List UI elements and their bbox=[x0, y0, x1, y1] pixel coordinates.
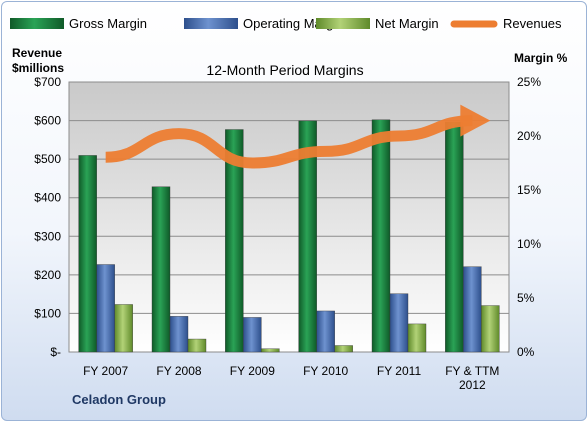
left-axis-title-line1: Revenue bbox=[12, 46, 62, 60]
legend-label-net-margin: Net Margin bbox=[375, 16, 439, 31]
bar-operating-margin bbox=[463, 266, 482, 353]
bar-gross-margin bbox=[151, 186, 171, 353]
left-axis-title-line2: $millions bbox=[12, 61, 64, 75]
revenue-line-path bbox=[105, 115, 473, 169]
bar-net-margin bbox=[481, 305, 500, 353]
bar-operating-margin bbox=[316, 310, 335, 353]
chart-title: 12-Month Period Margins bbox=[206, 62, 363, 78]
bar-gross-margin bbox=[371, 119, 391, 353]
category-label: 2012 bbox=[459, 378, 486, 392]
left-axis-ticks: $- $100 $200 $300 $400 $500 $600 $700 bbox=[34, 75, 61, 359]
category-label: FY & TTM bbox=[445, 364, 499, 378]
category-label: FY 2008 bbox=[156, 364, 201, 378]
category-labels: FY 2007 FY 2008 FY 2009 FY 2010 FY 2011 FY & … bbox=[83, 364, 499, 392]
left-tick-label: $500 bbox=[34, 152, 61, 166]
legend-swatch-operating-margin bbox=[184, 18, 238, 29]
left-tick-label: $700 bbox=[34, 75, 61, 89]
right-tick-label: 10% bbox=[517, 237, 541, 251]
legend-swatch-gross-margin bbox=[10, 18, 64, 29]
category-label: FY 2011 bbox=[377, 364, 422, 378]
right-tick-label: 15% bbox=[517, 183, 541, 197]
category-label: FY 2009 bbox=[230, 364, 275, 378]
left-tick-label: $100 bbox=[34, 306, 61, 320]
bar-operating-margin bbox=[169, 316, 189, 353]
bar-net-margin bbox=[114, 304, 133, 353]
left-tick-label: $600 bbox=[34, 114, 61, 128]
bar-gross-margin bbox=[445, 121, 464, 353]
bar-operating-margin bbox=[96, 264, 115, 353]
revenue-arrowhead bbox=[460, 104, 491, 137]
bar-net-margin bbox=[334, 345, 353, 353]
legend-label-revenues: Revenues bbox=[503, 16, 562, 31]
bar-net-margin bbox=[407, 323, 427, 353]
left-tick-label: $400 bbox=[34, 191, 61, 205]
legend: Gross Margin Operating Margin Net Margin… bbox=[10, 16, 562, 31]
right-tick-label: 5% bbox=[517, 291, 535, 305]
gridlines bbox=[69, 120, 509, 314]
right-tick-label: 20% bbox=[517, 129, 541, 143]
right-axis-title: Margin % bbox=[514, 51, 568, 65]
bars bbox=[78, 119, 500, 353]
legend-swatch-net-margin bbox=[316, 18, 370, 29]
bar-net-margin bbox=[187, 338, 207, 353]
bar-net-margin bbox=[261, 348, 280, 353]
category-label: FY 2010 bbox=[303, 364, 348, 378]
left-tick-label: $300 bbox=[34, 229, 61, 243]
legend-label-gross-margin: Gross Margin bbox=[69, 16, 147, 31]
right-axis-ticks: 0% 5% 10% 15% 20% 25% bbox=[517, 75, 541, 359]
bar-gross-margin bbox=[78, 155, 97, 353]
bar-gross-margin bbox=[298, 120, 317, 353]
category-label: FY 2007 bbox=[83, 364, 128, 378]
left-tick-label: $200 bbox=[34, 268, 61, 282]
left-tick-label: $- bbox=[50, 345, 61, 359]
bar-operating-margin bbox=[389, 293, 409, 353]
revenue-line bbox=[105, 104, 491, 169]
bar-gross-margin bbox=[225, 129, 244, 353]
bar-operating-margin bbox=[243, 317, 262, 353]
right-tick-label: 25% bbox=[517, 75, 541, 89]
company-name: Celadon Group bbox=[72, 392, 166, 407]
right-tick-label: 0% bbox=[517, 345, 535, 359]
